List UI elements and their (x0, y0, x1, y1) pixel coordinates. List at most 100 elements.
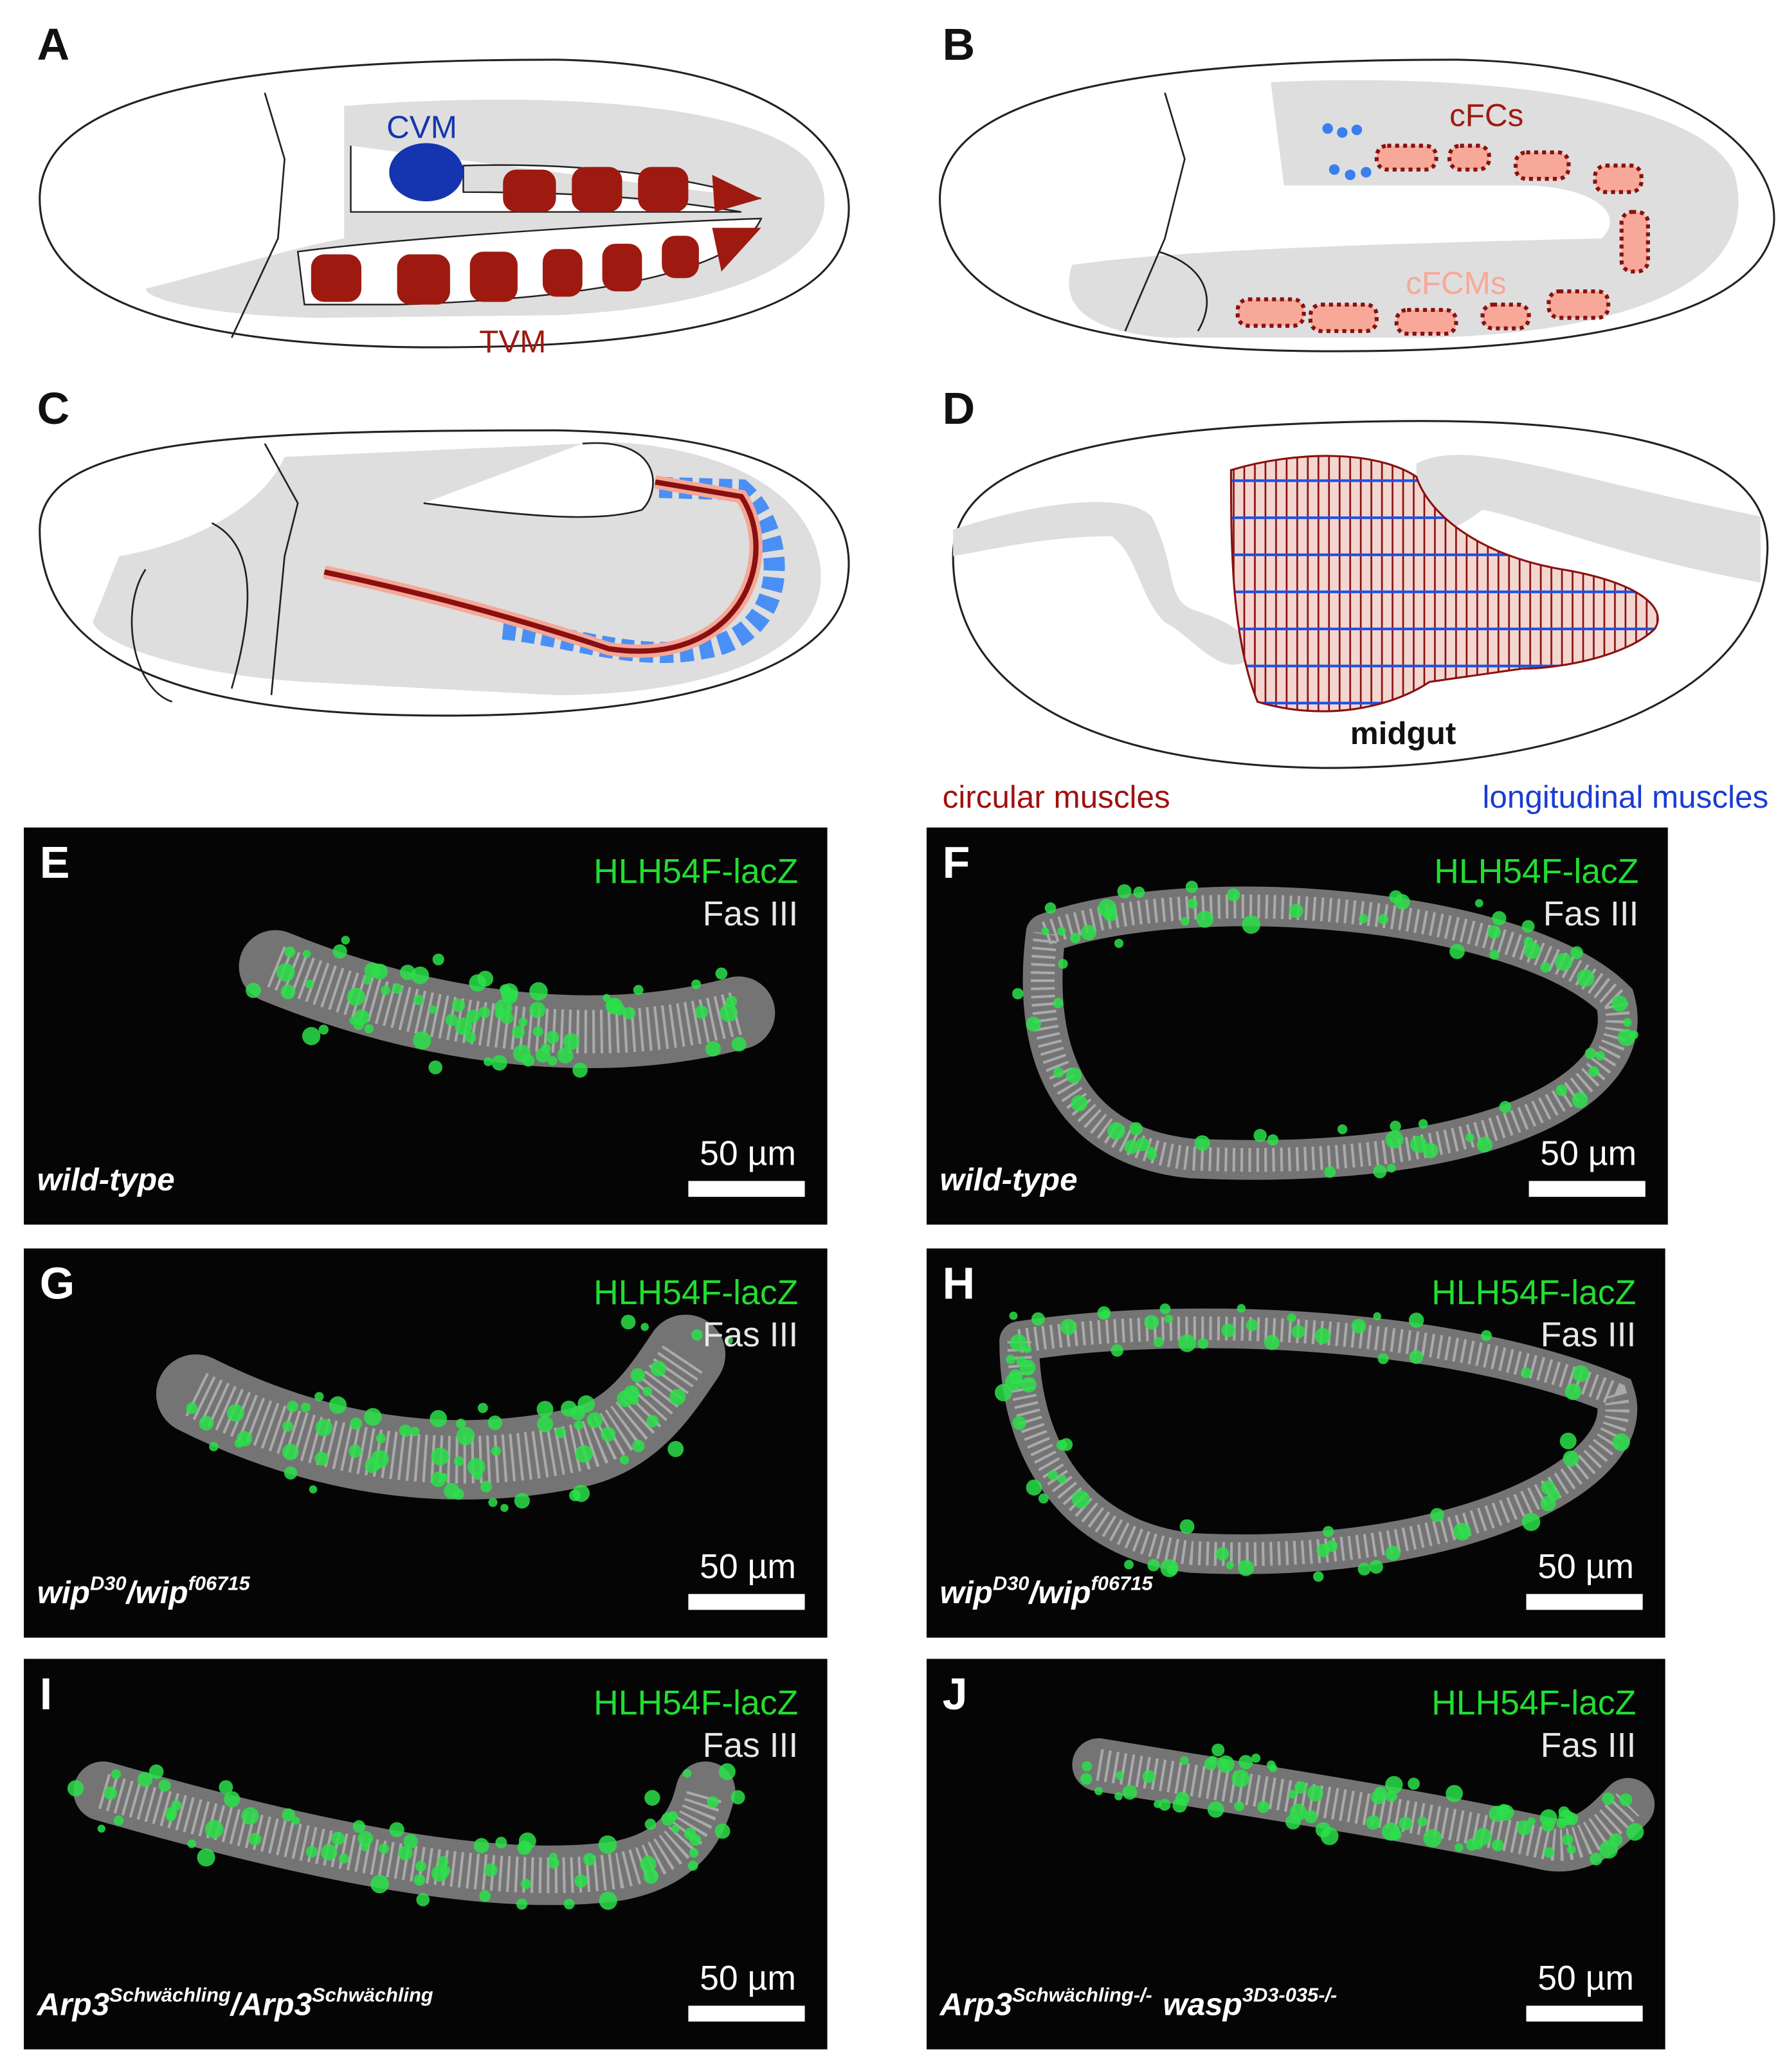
nucleus (1602, 1792, 1615, 1805)
nucleus (1558, 1806, 1570, 1818)
scale-bar-label: 50 µm (700, 1548, 796, 1586)
nucleus (500, 983, 518, 1001)
genotype-text: wasp (1163, 1986, 1242, 2022)
nucleus (1289, 904, 1303, 918)
panel-label: A (37, 19, 70, 69)
nucleus (484, 1863, 498, 1877)
nucleus (1053, 997, 1064, 1008)
nucleus (1179, 1519, 1195, 1534)
nucleus (1626, 1822, 1644, 1841)
nucleus (1480, 1330, 1492, 1341)
nucleus (667, 1440, 684, 1457)
nucleus (186, 1402, 198, 1414)
nucleus (1026, 1016, 1041, 1032)
nucleus (1385, 1130, 1404, 1149)
nucleus (1056, 1439, 1067, 1451)
nucleus (1197, 1338, 1209, 1349)
nucleus (104, 1786, 118, 1800)
genotype-text: Arp3 (939, 1986, 1013, 2022)
nucleus (1153, 1336, 1164, 1347)
nucleus (1611, 995, 1628, 1012)
nucleus (512, 1025, 525, 1039)
nucleus (1314, 1327, 1331, 1344)
scale-bar (1526, 2005, 1643, 2022)
nucleus (1366, 1815, 1381, 1830)
nucleus (1226, 1561, 1235, 1570)
nucleus (1540, 1495, 1556, 1512)
tissue-texture (1031, 894, 1630, 1172)
nucleus (1385, 1776, 1403, 1794)
nucleus (399, 965, 415, 981)
nucleus (1041, 927, 1049, 936)
nucleus (437, 1856, 449, 1867)
nucleus (67, 1780, 84, 1797)
nucleus (473, 1471, 482, 1480)
tissue-texture (267, 946, 745, 1054)
nucleus (1101, 1309, 1110, 1319)
scale-bar (688, 2005, 805, 2022)
nucleus (480, 1480, 493, 1493)
nucleus (466, 1010, 480, 1023)
nucleus (284, 946, 296, 958)
nucleus (529, 1001, 546, 1019)
nucleus (1103, 907, 1118, 922)
nucleus (1012, 988, 1024, 1000)
nucleus (1540, 962, 1551, 973)
micrograph: H HLH54F-lacZ Fas III 50 µm wipD30/wipf06715 (926, 1248, 1665, 1638)
genotype-superscript: 3D3-035-/- (1242, 1984, 1338, 2006)
nucleus (1324, 1166, 1336, 1178)
nucleus (1142, 1770, 1156, 1783)
nucleus (520, 1878, 532, 1889)
nucleus (1554, 953, 1573, 971)
nucleus (1227, 888, 1240, 902)
nucleus (1154, 1800, 1162, 1808)
nucleus (1208, 1756, 1217, 1765)
nucleus (282, 1444, 299, 1460)
nucleus (1409, 1350, 1424, 1364)
nucleus (1315, 1822, 1331, 1838)
nucleus (518, 1017, 528, 1027)
nucleus (1588, 1066, 1599, 1077)
nucleus (541, 1043, 551, 1053)
nucleus (248, 1833, 262, 1846)
nucleus (1566, 1845, 1576, 1855)
scale-bar (688, 1594, 805, 1610)
nucleus (1590, 1852, 1603, 1866)
nucleus (1521, 920, 1535, 933)
tissue-texture (1096, 1749, 1640, 1861)
nucleus (453, 1488, 464, 1500)
nucleus (1497, 1804, 1510, 1817)
legend-entry: longitudinal muscles (1482, 779, 1768, 815)
nucleus (1253, 1129, 1267, 1142)
nucleus (1570, 946, 1584, 959)
nucleus (280, 984, 296, 999)
nucleus (1251, 1753, 1261, 1763)
nucleus (633, 985, 644, 995)
nucleus (411, 966, 430, 985)
nucleus (682, 1768, 692, 1778)
annotation: midgut (1350, 716, 1456, 751)
nucleus (1565, 1812, 1579, 1826)
nucleus (574, 1420, 584, 1430)
nucleus (199, 1415, 214, 1431)
genotype-text: wild-type (940, 1162, 1078, 1197)
nucleus (1264, 1334, 1280, 1350)
nucleus (1576, 969, 1595, 987)
nucleus (361, 1843, 369, 1851)
nucleus (224, 1791, 240, 1808)
nucleus (646, 1415, 659, 1428)
nucleus (410, 1426, 420, 1437)
nucleus (671, 1824, 680, 1833)
nucleus (282, 1808, 295, 1822)
nucleus (347, 987, 365, 1006)
nucleus (1175, 1792, 1190, 1806)
nucleus (572, 1484, 590, 1502)
legend-entry: circular muscles (943, 779, 1170, 815)
micrograph: E HLH54F-lacZ Fas III 50 µm wild-type (24, 827, 828, 1225)
nucleus (478, 1006, 491, 1019)
tissue-texture (1007, 1316, 1629, 1567)
nucleus (1133, 886, 1145, 898)
nucleus (575, 1445, 594, 1463)
nucleus (1009, 1311, 1018, 1320)
nucleus (439, 1473, 448, 1482)
